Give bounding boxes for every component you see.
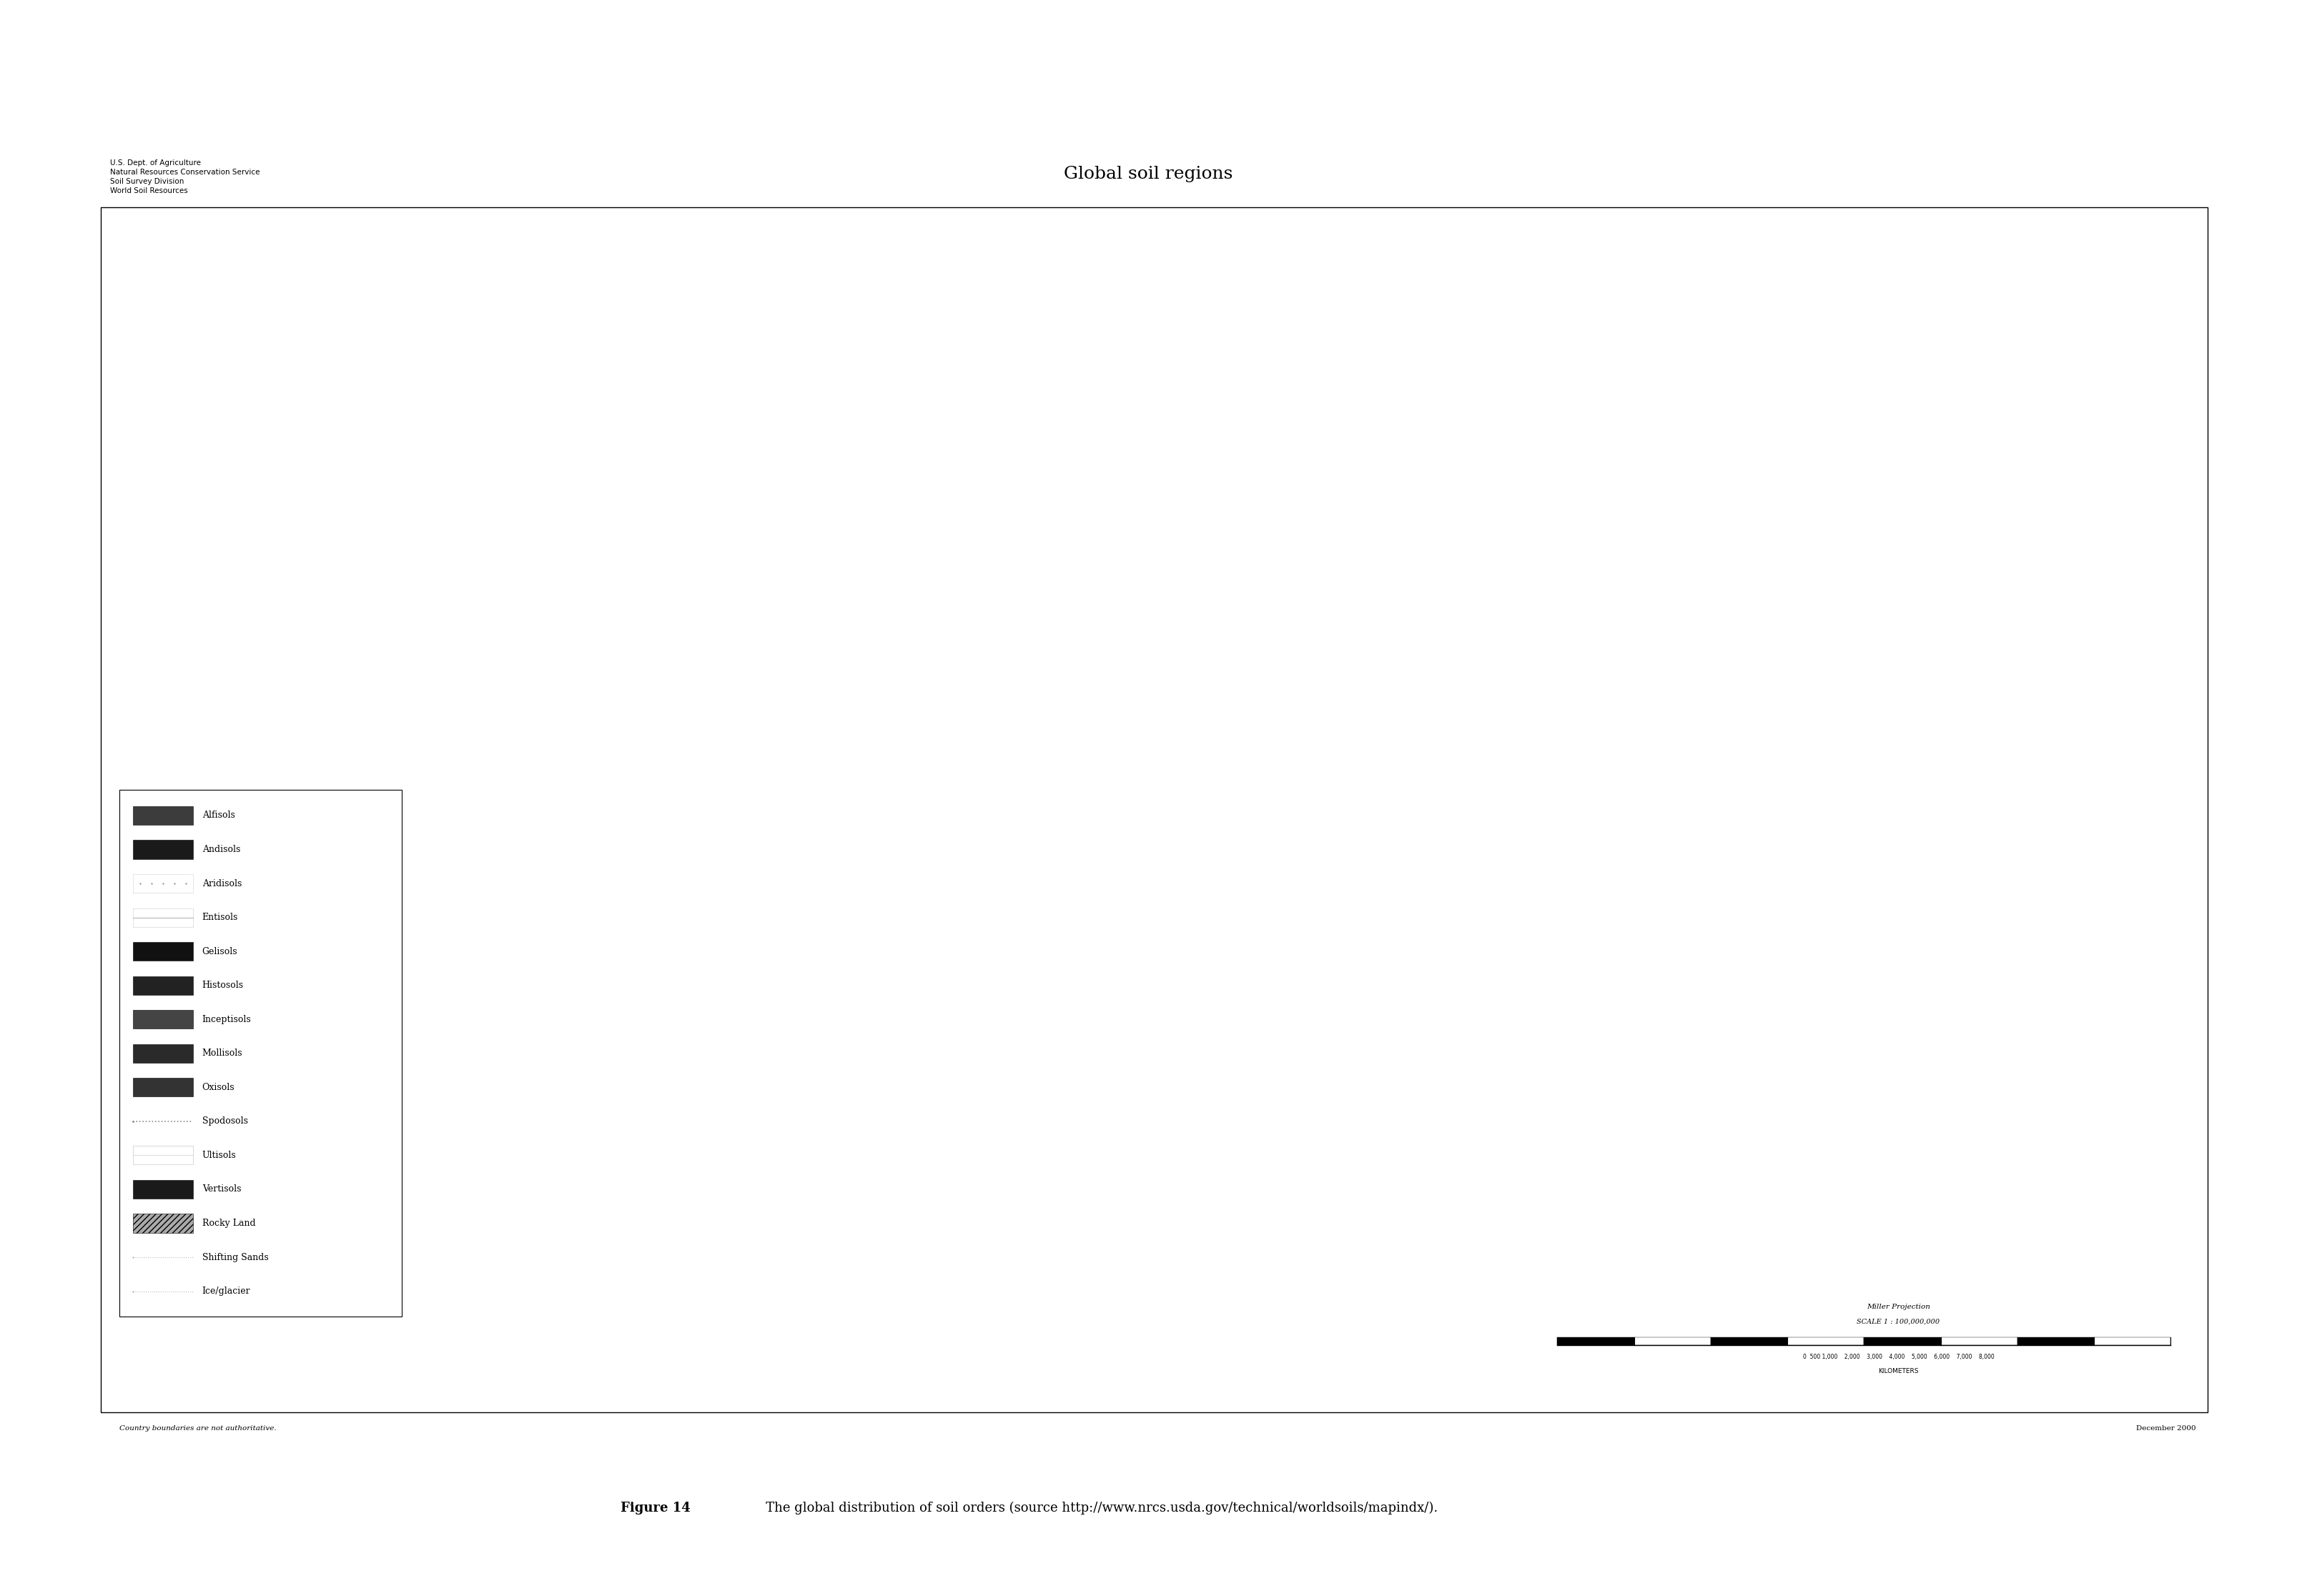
Bar — [133, 1077, 193, 1096]
Text: U.S. Dept. of Agriculture
Natural Resources Conservation Service
Soil Survey Div: U.S. Dept. of Agriculture Natural Resour… — [110, 160, 260, 195]
Text: Gelisols: Gelisols — [202, 946, 237, 956]
Text: Rocky Land: Rocky Land — [202, 1219, 255, 1227]
Bar — [1941, 1337, 2017, 1345]
Bar — [133, 806, 193, 825]
Bar — [2095, 1337, 2171, 1345]
Bar — [133, 839, 193, 859]
Bar — [133, 1146, 193, 1165]
Text: Ultisols: Ultisols — [202, 1151, 237, 1160]
Bar — [1787, 1337, 1865, 1345]
Bar — [133, 977, 193, 994]
Text: Histosols: Histosols — [202, 982, 243, 990]
Text: The global distribution of soil orders (source http://www.nrcs.usda.gov/technica: The global distribution of soil orders (… — [753, 1502, 1438, 1515]
Text: Figure 14: Figure 14 — [620, 1502, 689, 1515]
Text: SCALE 1 : 100,000,000: SCALE 1 : 100,000,000 — [1856, 1318, 1941, 1325]
Text: Shifting Sands: Shifting Sands — [202, 1253, 269, 1262]
Text: Ice/glacier: Ice/glacier — [202, 1286, 250, 1296]
Bar — [1865, 1337, 1941, 1345]
Bar — [1711, 1337, 1787, 1345]
Bar — [133, 1010, 193, 1029]
Text: Inceptisols: Inceptisols — [202, 1015, 250, 1025]
Text: Miller Projection: Miller Projection — [1867, 1304, 1929, 1310]
Text: Global soil regions: Global soil regions — [1064, 166, 1233, 182]
Text: Aridisols: Aridisols — [202, 879, 241, 887]
Bar — [1633, 1337, 1711, 1345]
Bar — [1557, 1337, 1633, 1345]
Text: 0  500 1,000    2,000    3,000    4,000    5,000    6,000    7,000    8,000: 0 500 1,000 2,000 3,000 4,000 5,000 6,00… — [1803, 1353, 1994, 1360]
Bar — [2017, 1337, 2095, 1345]
Text: December 2000: December 2000 — [2136, 1425, 2196, 1432]
Bar — [133, 875, 193, 892]
Text: Entisols: Entisols — [202, 913, 239, 922]
Bar — [133, 942, 193, 961]
Bar — [133, 1215, 193, 1232]
Text: Alfisols: Alfisols — [202, 811, 234, 820]
Text: Country boundaries are not authoritative.: Country boundaries are not authoritative… — [119, 1425, 276, 1432]
Text: Vertisols: Vertisols — [202, 1184, 241, 1194]
Text: Andisols: Andisols — [202, 844, 241, 854]
Text: Oxisols: Oxisols — [202, 1082, 234, 1092]
Bar — [119, 790, 402, 1317]
Text: Mollisols: Mollisols — [202, 1049, 243, 1058]
Bar — [101, 207, 2207, 1412]
Bar — [133, 1044, 193, 1063]
Bar — [133, 1179, 193, 1199]
Text: KILOMETERS: KILOMETERS — [1879, 1368, 1918, 1374]
Text: Spodosols: Spodosols — [202, 1117, 248, 1125]
Bar — [133, 908, 193, 927]
